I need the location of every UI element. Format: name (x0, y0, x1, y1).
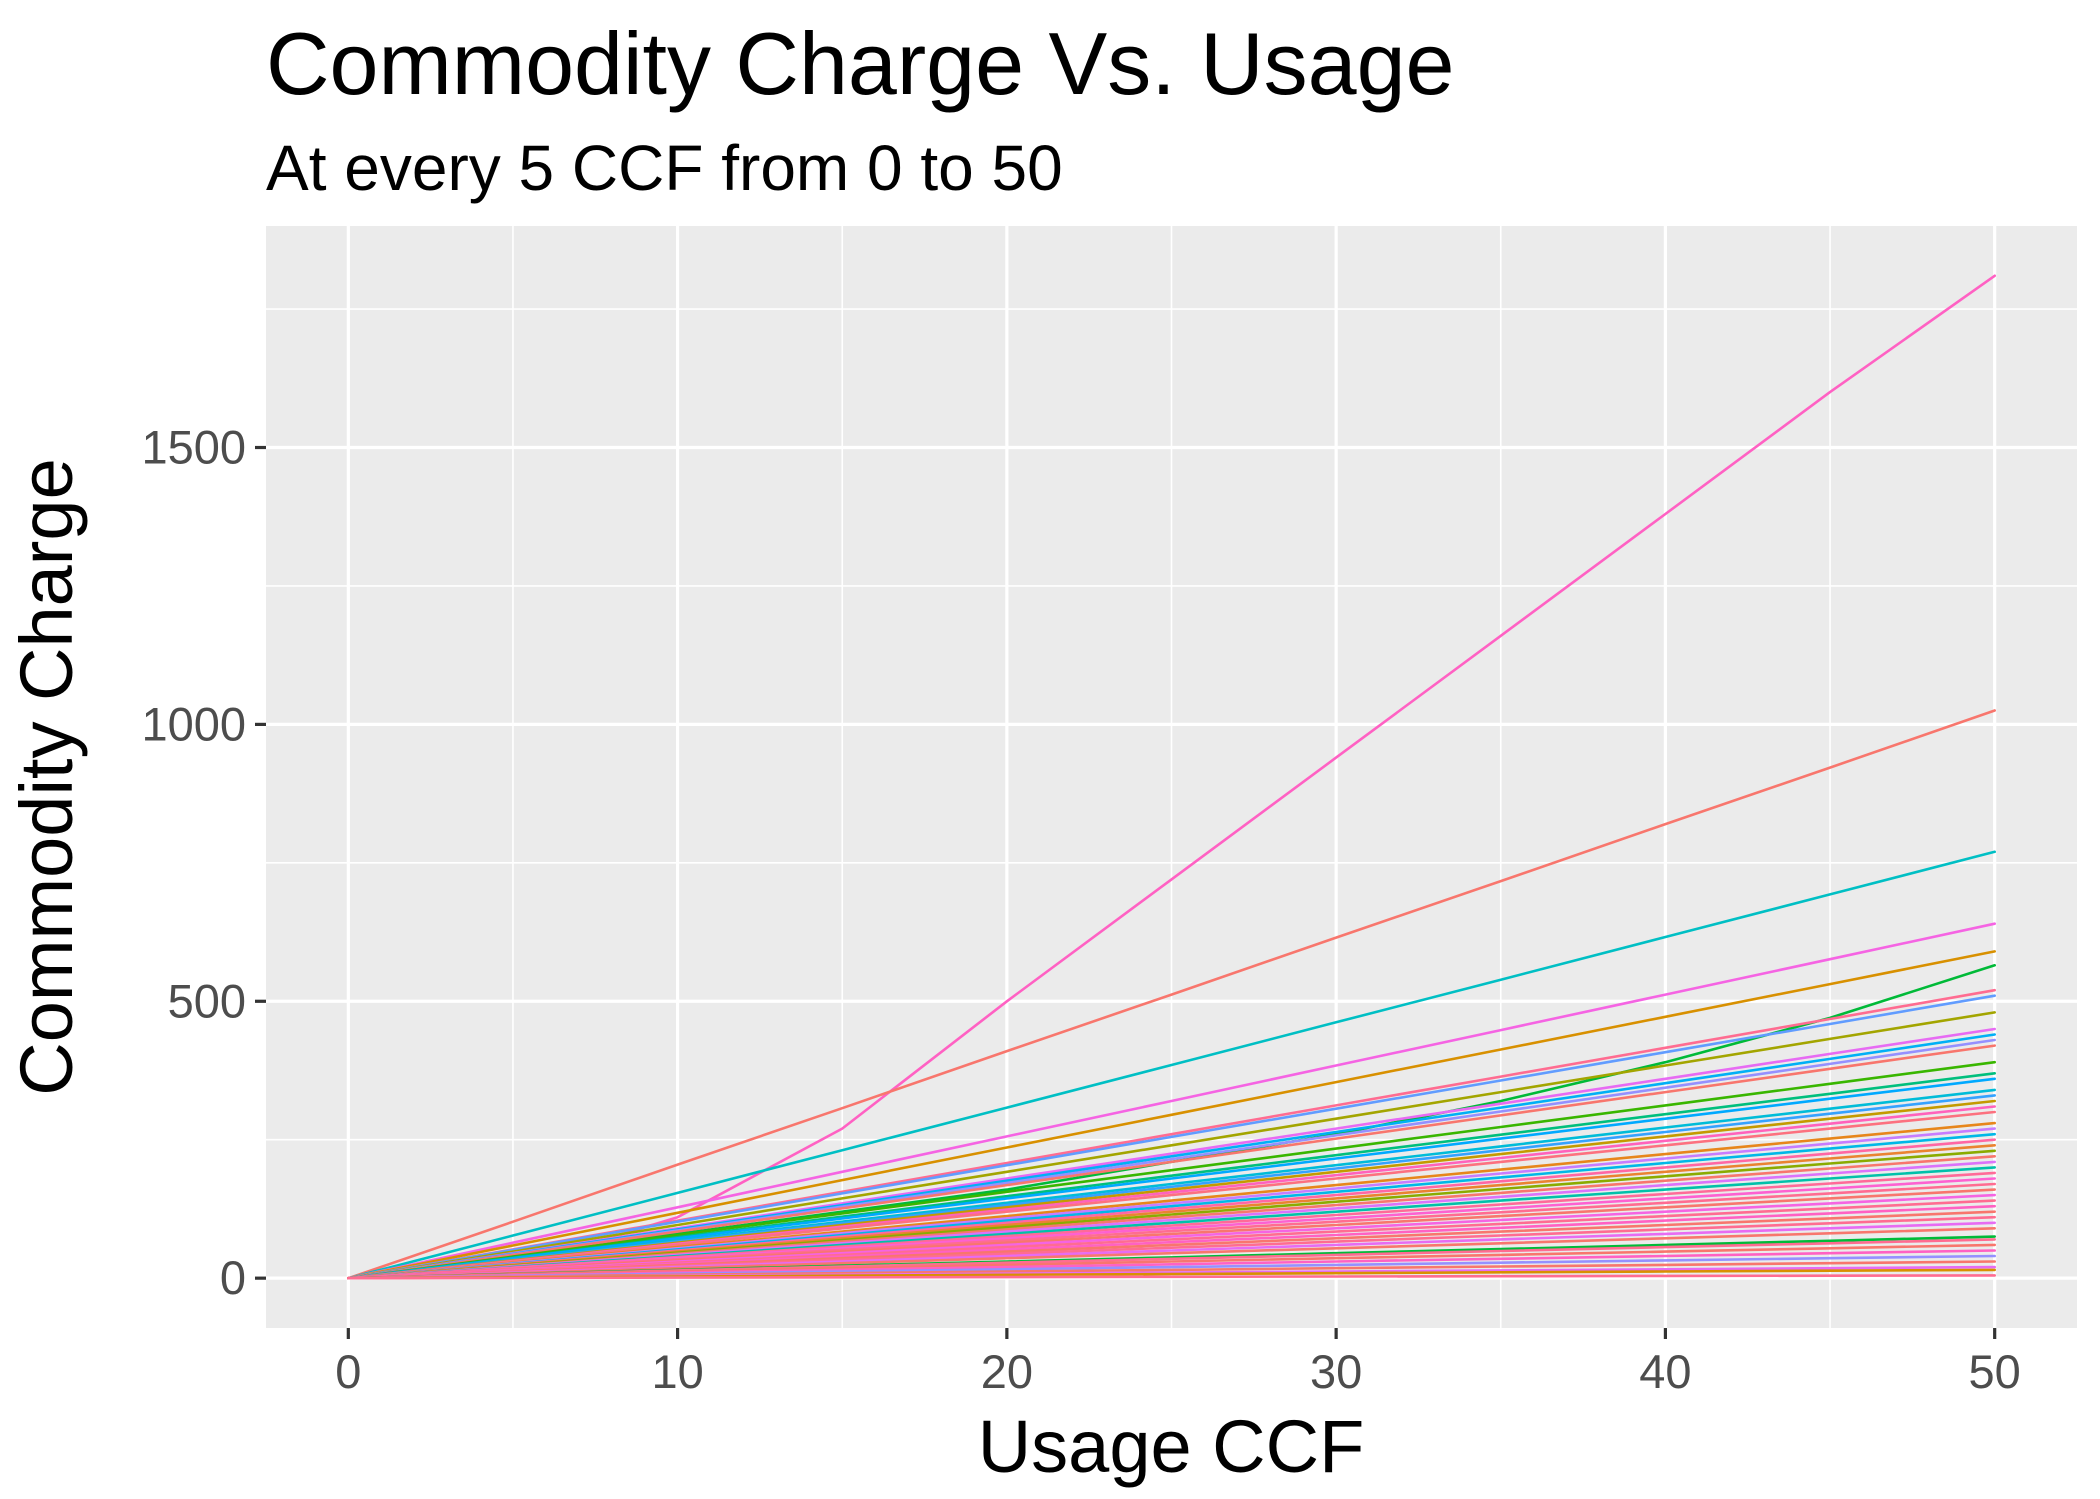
series-line-s3 (346, 850, 1996, 1280)
y-tick-label: 1000 (141, 697, 246, 750)
x-tick-label: 10 (651, 1345, 703, 1398)
x-tick-label: 40 (1639, 1345, 1691, 1398)
chart-subtitle: At every 5 CCF from 0 to 50 (266, 132, 1063, 204)
minor-gridlines (266, 226, 2077, 1328)
series-line-s41 (346, 1227, 1996, 1280)
series-line-s13 (346, 1044, 1996, 1280)
y-axis-title: Commodity Charge (5, 458, 88, 1095)
series-line-s8 (346, 994, 1996, 1280)
y-tick-label: 500 (168, 974, 246, 1027)
x-tick-label: 20 (981, 1345, 1033, 1398)
y-tick-label: 0 (220, 1251, 246, 1304)
x-axis-title: Usage CCF (978, 1405, 1365, 1488)
series-line-s14 (346, 1060, 1996, 1280)
series-line-s9 (346, 1011, 1996, 1280)
series-line-s4 (346, 922, 1996, 1280)
series-line-s2 (346, 709, 1996, 1280)
x-tick-label: 50 (1969, 1345, 2021, 1398)
series-line-s21 (346, 1110, 1996, 1280)
chart-title: Commodity Charge Vs. Usage (266, 14, 1454, 113)
x-tick-label: 0 (335, 1345, 361, 1398)
series-line-s50 (346, 1274, 1996, 1280)
series-line-s16 (346, 1077, 1996, 1280)
y-tick-label: 1500 (141, 421, 246, 474)
series-line-s5 (346, 950, 1996, 1280)
y-axis: 0 500 1000 1500 (141, 421, 266, 1304)
x-axis: 0 10 20 30 40 50 (335, 1328, 2021, 1398)
x-tick-label: 30 (1310, 1345, 1362, 1398)
series-lines (346, 274, 1996, 1280)
